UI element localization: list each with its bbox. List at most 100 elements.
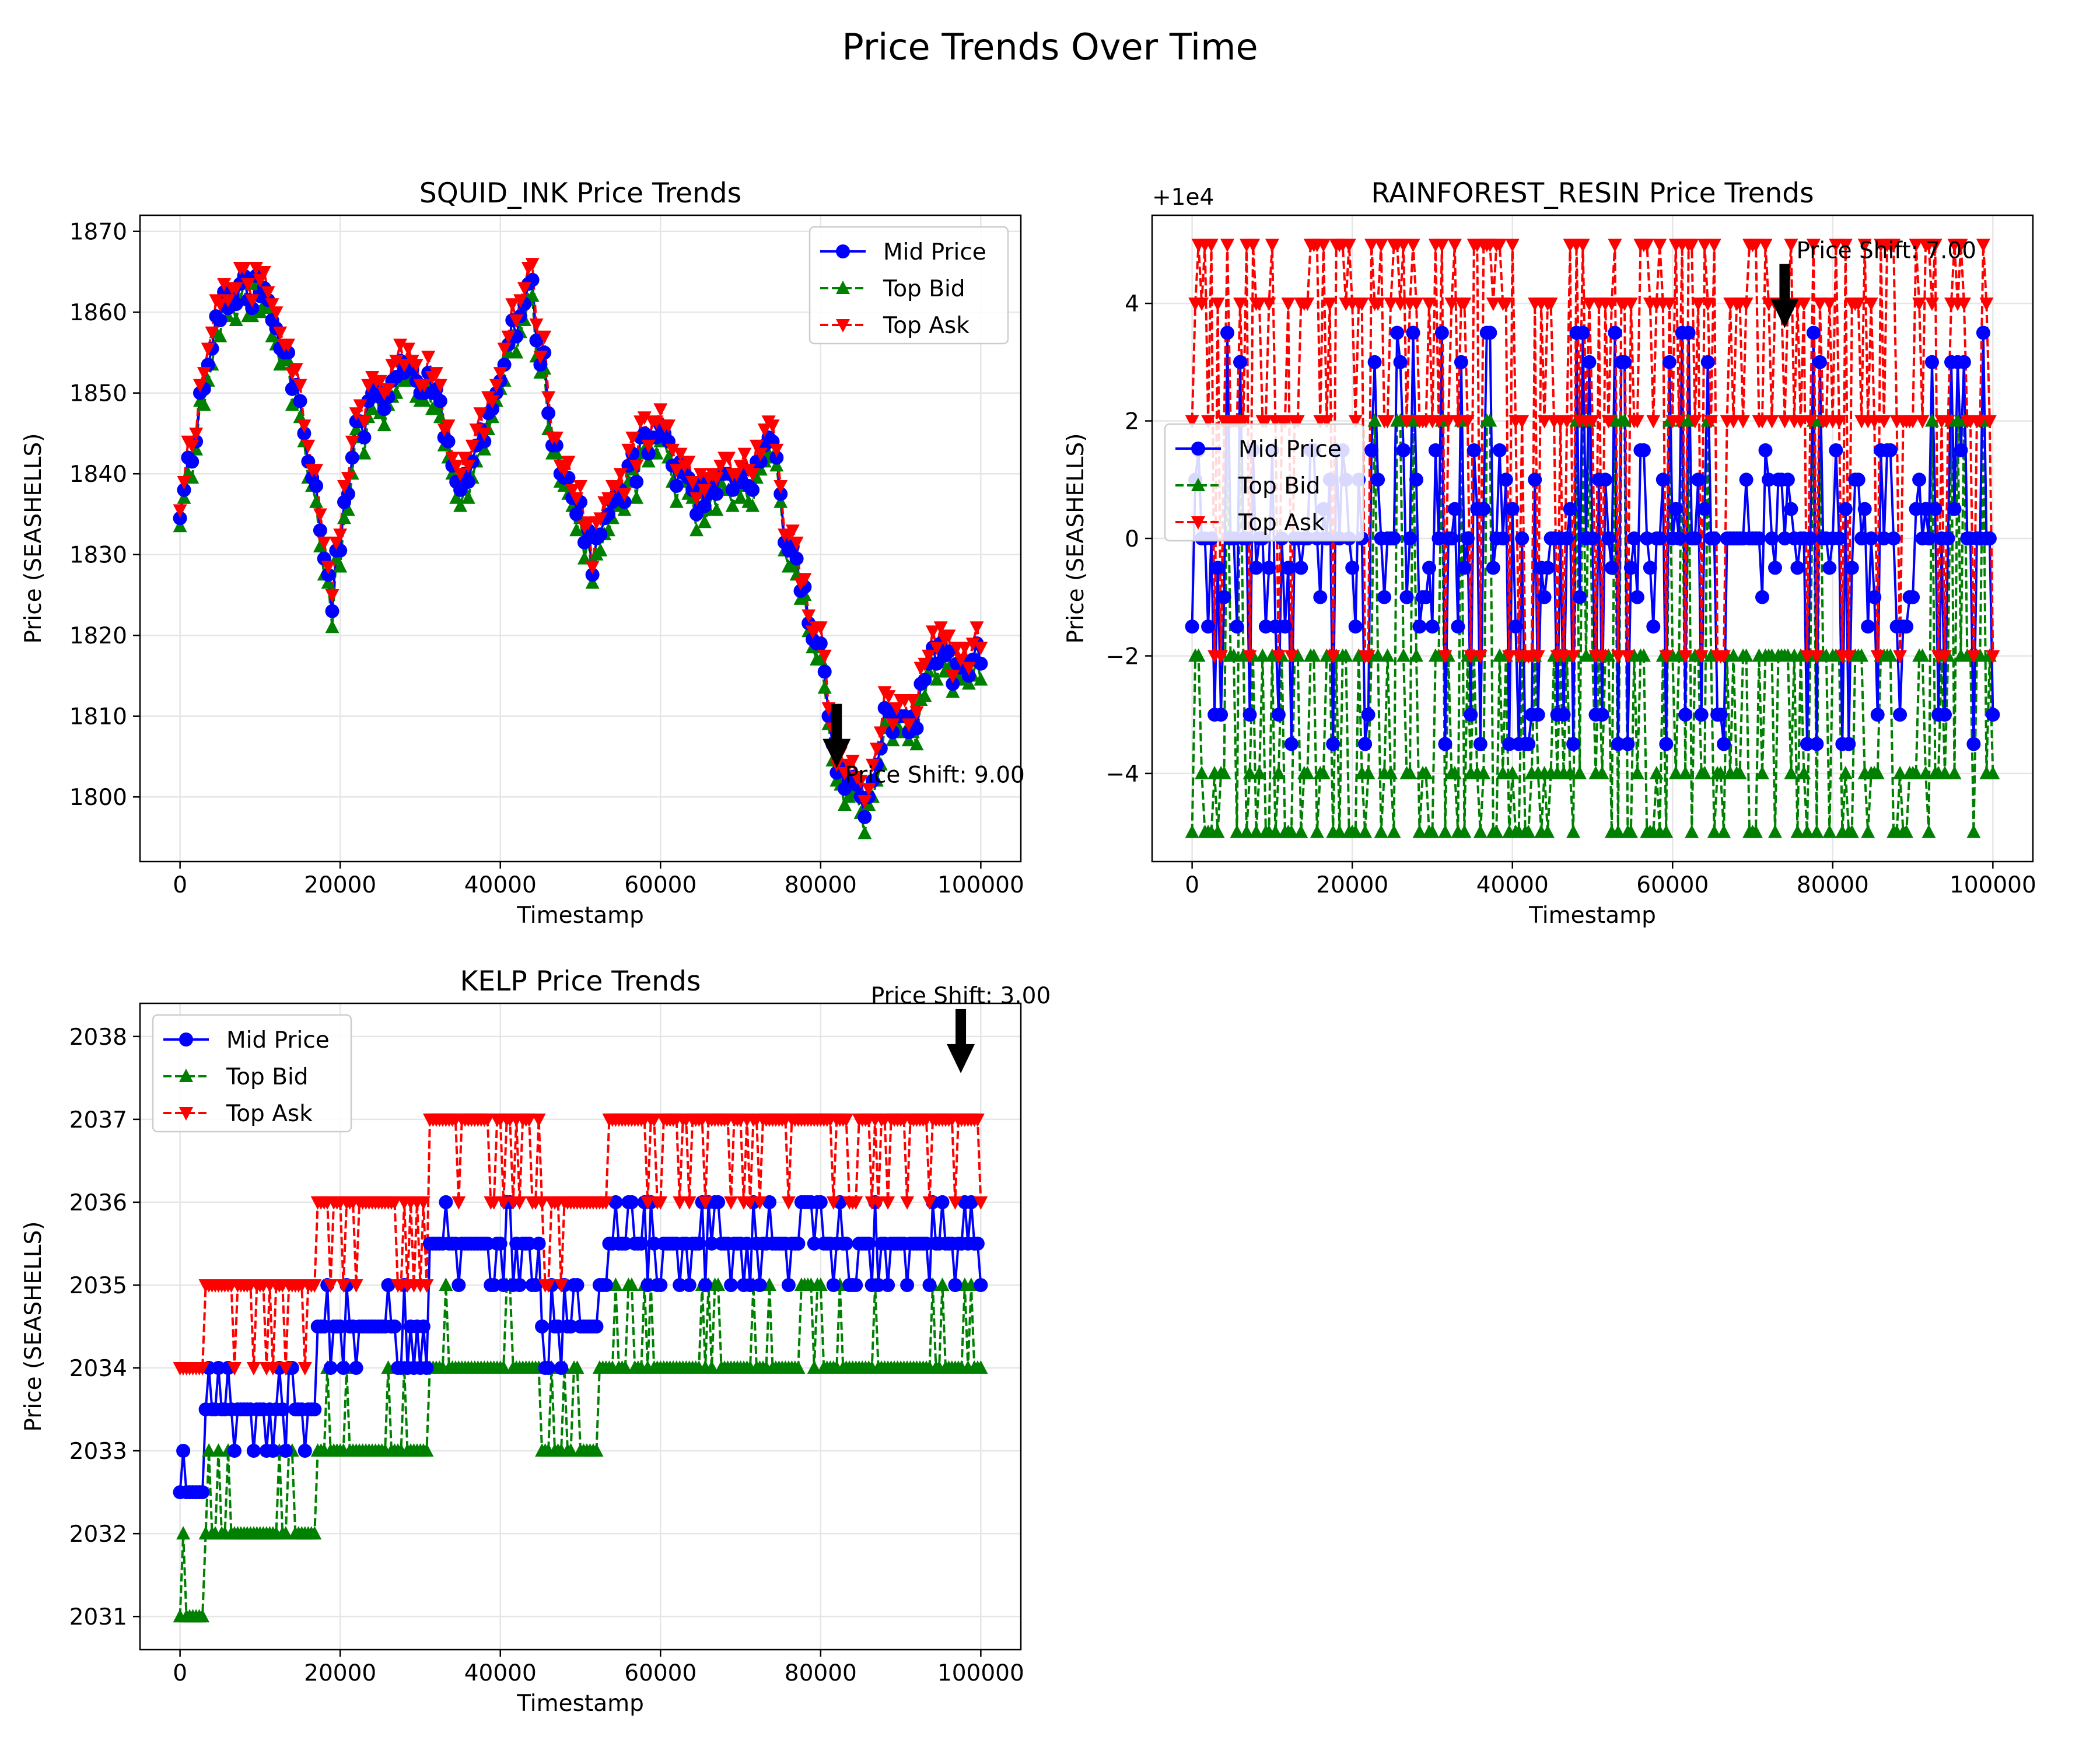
top-ask-marker <box>871 1196 886 1210</box>
mid-price-marker <box>1668 502 1683 516</box>
mid-price-marker <box>1210 561 1225 575</box>
top-ask-marker <box>393 338 408 352</box>
top-ask-marker <box>1659 650 1674 664</box>
mid-price-marker <box>325 604 340 618</box>
mid-price-marker <box>1508 620 1523 634</box>
mid-price-marker <box>1409 473 1423 487</box>
top-bid-marker <box>309 494 323 508</box>
y-tick-label: 2036 <box>69 1190 127 1216</box>
top-ask-marker <box>573 480 587 494</box>
top-ask-marker <box>336 1279 351 1293</box>
top-ask-marker <box>698 1196 713 1210</box>
top-ask-marker <box>173 504 187 518</box>
top-ask-marker <box>769 443 784 457</box>
top-ask-marker <box>323 1279 338 1293</box>
mid-price-marker <box>531 1236 546 1251</box>
mid-price-marker <box>1425 620 1440 634</box>
top-bid-marker <box>589 1443 604 1457</box>
mid-price-marker <box>1941 531 1955 545</box>
mid-price-marker <box>1393 355 1408 369</box>
top-ask-marker <box>1793 415 1808 429</box>
mid-price-marker <box>1627 531 1642 545</box>
y-tick-label: 1800 <box>69 785 127 811</box>
top-bid-marker <box>709 502 724 516</box>
top-ask-marker <box>1906 415 1920 429</box>
mid-price-marker <box>345 450 359 465</box>
top-bid-marker <box>813 1278 828 1291</box>
legend-label: Top Ask <box>226 1101 313 1127</box>
top-ask-marker <box>974 1196 988 1210</box>
mid-price-marker <box>589 1320 604 1334</box>
top-bid-marker <box>1630 765 1644 779</box>
top-ask-marker <box>1976 239 1990 253</box>
mid-price-marker <box>229 297 243 312</box>
top-bid-marker <box>1380 648 1395 662</box>
top-bid-marker <box>1713 765 1728 779</box>
top-ask-marker <box>613 468 628 482</box>
mid-price-marker <box>1358 737 1373 751</box>
mid-price-marker <box>598 1278 613 1292</box>
top-bid-marker <box>641 454 656 468</box>
mid-price-marker <box>1586 531 1600 545</box>
mid-price-marker <box>1812 355 1827 369</box>
top-bid-marker <box>1521 824 1536 838</box>
mid-price-marker <box>1662 355 1676 369</box>
top-ask-marker <box>669 464 684 478</box>
mid-price-marker <box>1630 590 1644 604</box>
mid-price-marker <box>1752 531 1766 545</box>
top-bid-marker <box>1217 765 1231 779</box>
top-ask-marker <box>1870 650 1885 664</box>
top-ask-marker <box>1608 239 1622 253</box>
y-tick-label: 1870 <box>69 219 127 246</box>
top-bid-marker <box>1412 824 1427 838</box>
top-ask-marker <box>1812 298 1827 312</box>
top-ask-marker <box>449 460 464 474</box>
top-ask-marker <box>858 795 872 809</box>
top-ask-marker <box>1505 239 1520 253</box>
top-ask-marker <box>1864 298 1878 312</box>
mid-price-marker <box>1758 443 1773 457</box>
top-ask-marker <box>948 1196 963 1210</box>
mid-price-marker <box>1717 737 1731 751</box>
top-ask-marker <box>529 318 544 332</box>
mid-price-marker <box>1947 502 1962 516</box>
top-bid-marker <box>974 1360 988 1374</box>
mid-price-marker <box>1851 473 1866 487</box>
mid-price-marker <box>533 358 548 372</box>
mid-price-marker <box>918 673 932 687</box>
top-bid-marker <box>624 1278 639 1291</box>
x-tick-label: 100000 <box>937 1660 1024 1686</box>
top-bid-marker <box>1617 413 1632 427</box>
top-ask-marker <box>1966 650 1981 664</box>
mid-price-marker <box>1768 561 1782 575</box>
top-ask-marker <box>1704 415 1718 429</box>
top-ask-marker <box>1777 415 1792 429</box>
top-ask-marker <box>1464 650 1478 664</box>
mid-price-marker <box>1185 620 1199 634</box>
top-bid-marker <box>1698 765 1712 779</box>
mid-price-marker <box>709 487 724 501</box>
mid-price-marker <box>357 430 372 444</box>
top-bid-marker <box>1496 765 1510 779</box>
mid-price-marker <box>964 1195 978 1209</box>
legend-label: Top Ask <box>1238 510 1325 536</box>
mid-price-marker <box>1867 590 1882 604</box>
mid-price-marker <box>1258 620 1273 634</box>
y-offset-text: +1e4 <box>1152 184 1214 211</box>
mid-price-marker <box>1925 355 1939 369</box>
mid-price-marker <box>1883 443 1898 457</box>
top-ask-marker <box>1396 239 1410 253</box>
top-bid-marker <box>746 498 760 512</box>
top-ask-marker <box>901 718 916 732</box>
top-bid-marker <box>974 672 988 686</box>
top-ask-marker <box>501 330 516 344</box>
mid-price-marker <box>974 1278 988 1292</box>
top-ask-marker <box>246 1362 261 1376</box>
top-ask-marker <box>433 379 447 393</box>
mid-price-marker <box>839 1236 853 1251</box>
mid-price-marker <box>554 1361 569 1375</box>
top-bid-marker <box>337 510 351 524</box>
annotation-arrow <box>1770 264 1799 328</box>
mid-price-marker <box>1447 502 1462 516</box>
top-ask-marker <box>845 754 860 768</box>
